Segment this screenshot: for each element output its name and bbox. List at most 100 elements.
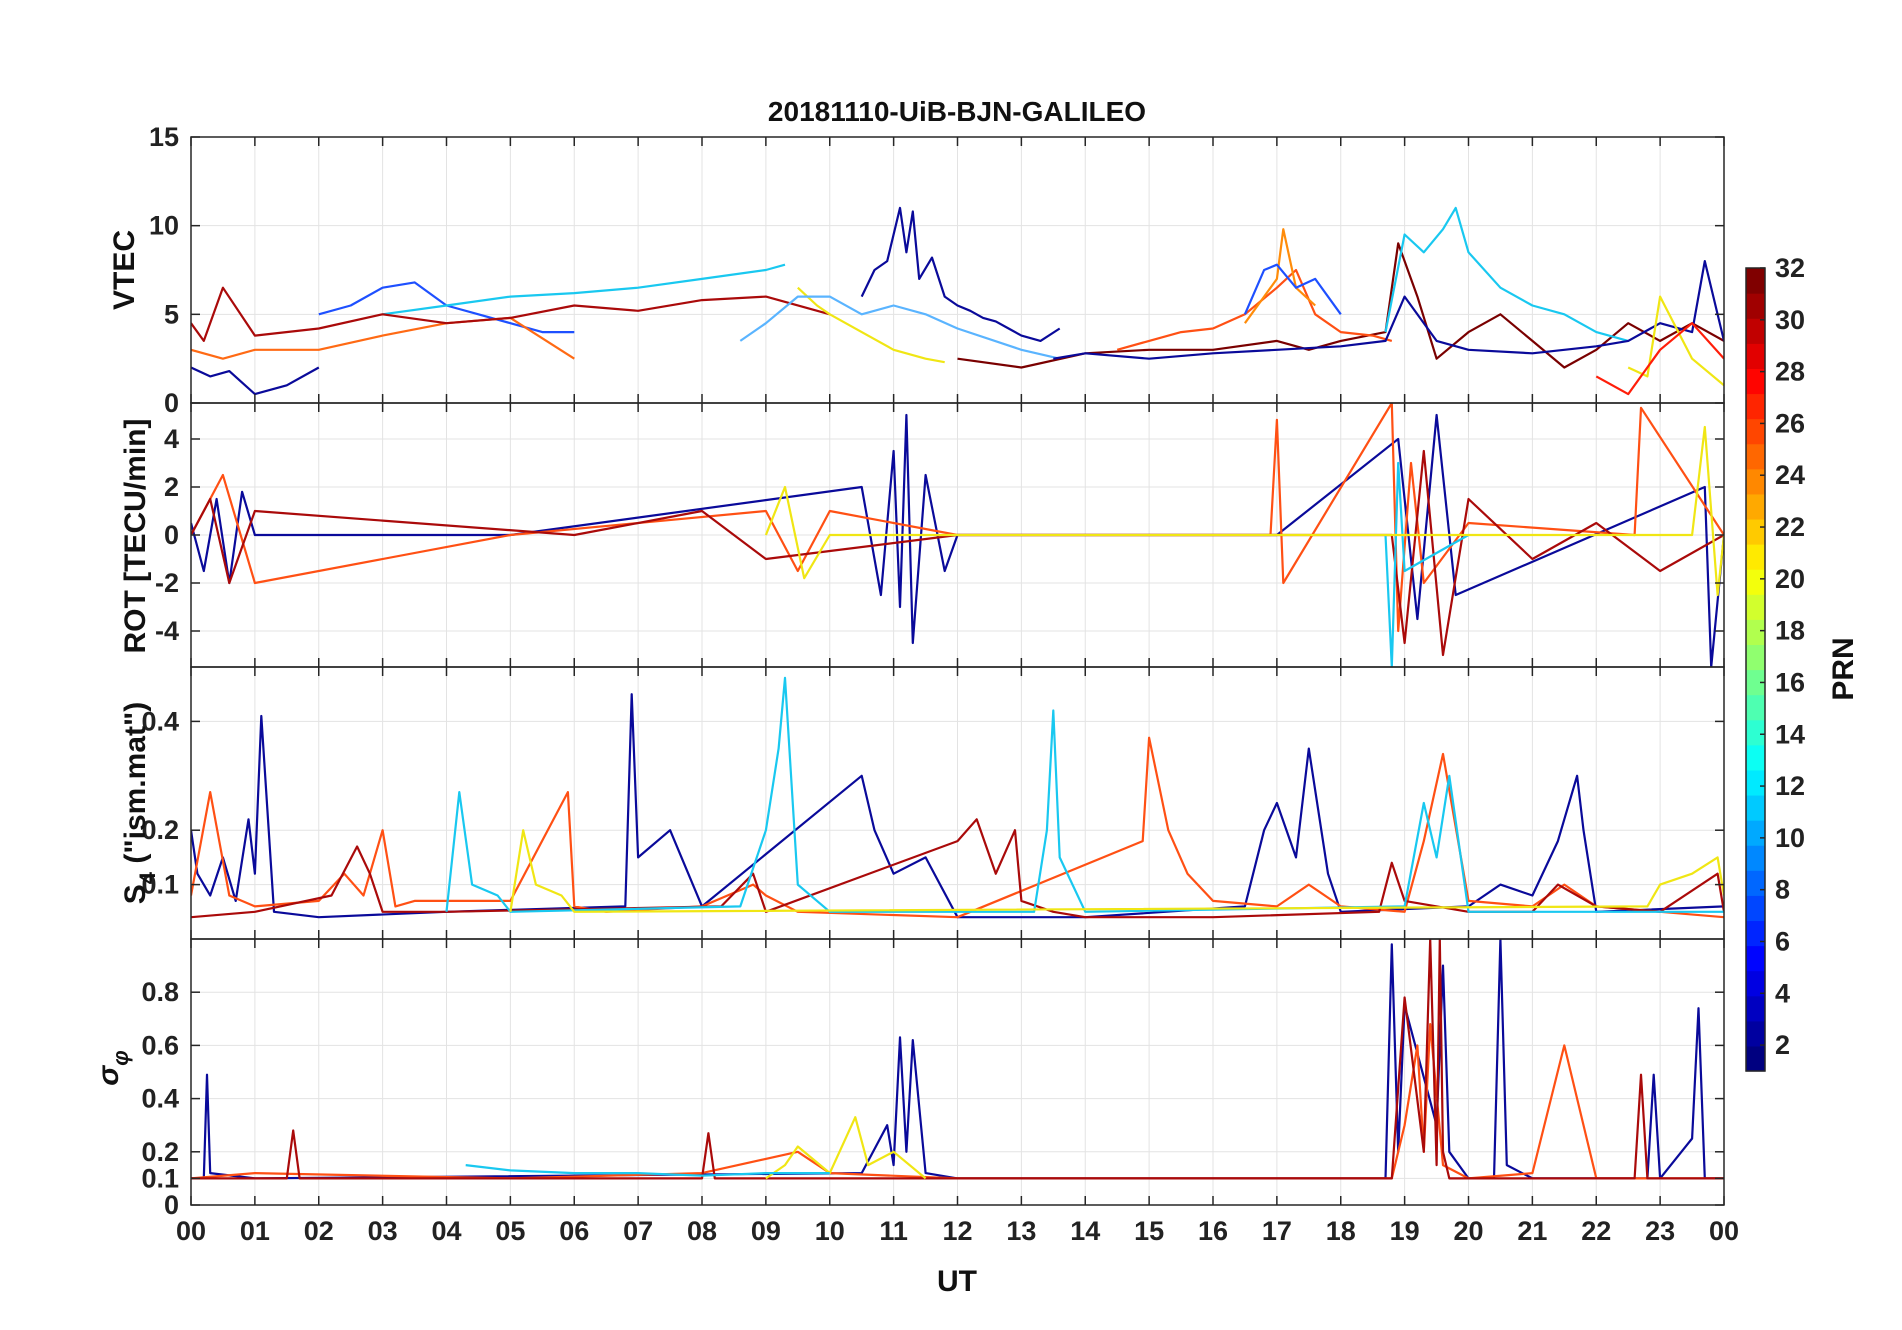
x-tick-label: 00 (1709, 1216, 1739, 1246)
colorbar-tick-label: 10 (1775, 823, 1805, 853)
y-axis-label-vtec: VTEC (108, 230, 141, 310)
series-line (1595, 322, 1724, 396)
series-line (765, 1116, 927, 1180)
x-tick-label: 13 (1006, 1216, 1036, 1246)
x-tick-label: 06 (559, 1216, 589, 1246)
y-axis-label-s4: S4 ("ism.mat") (119, 702, 160, 904)
x-tick-label: 11 (879, 1216, 908, 1246)
colorbar-tick-label: 8 (1775, 875, 1790, 905)
x-tick-label: 02 (304, 1216, 334, 1246)
colorbar-band (1746, 719, 1765, 746)
y-tick-label: 0.1 (141, 870, 179, 900)
colorbar-band (1746, 794, 1765, 821)
series-line (739, 295, 1060, 360)
series-line (191, 403, 1724, 633)
series-line (764, 425, 1724, 597)
colorbar-band (1746, 293, 1765, 319)
colorbar-band (1746, 820, 1765, 846)
colorbar-band (1746, 318, 1765, 344)
x-tick-label: 04 (431, 1216, 461, 1246)
series-line (465, 1164, 830, 1177)
colorbar-band (1746, 443, 1765, 470)
colorbar-tick-label: 22 (1775, 512, 1805, 542)
colorbar-band (1746, 1045, 1765, 1072)
colorbar-tick-label: 2 (1775, 1030, 1790, 1060)
colorbar-band (1746, 1020, 1765, 1047)
x-tick-label: 09 (751, 1216, 781, 1246)
y-tick-label: 0 (164, 520, 179, 550)
y-tick-label: 0.2 (141, 815, 179, 845)
series-line (191, 366, 320, 396)
chart-title: 20181110-UiB-BJN-GALILEO (768, 96, 1146, 127)
colorbar-band (1746, 995, 1765, 1022)
series-line (1116, 268, 1393, 351)
colorbar-band (1746, 920, 1765, 947)
series-line (1384, 206, 1629, 342)
colorbar-band (1746, 493, 1765, 520)
colorbar-tick-label: 20 (1775, 564, 1805, 594)
x-tick-label: 18 (1326, 1216, 1356, 1246)
s4-label-rest: ("ism.mat") (119, 702, 152, 872)
x-tick-label: 17 (1262, 1216, 1292, 1246)
x-tick-label: 03 (368, 1216, 398, 1246)
colorbar-band (1746, 895, 1765, 922)
y-tick-label: 0.6 (141, 1030, 179, 1060)
s4-label-base: S (119, 884, 152, 904)
series-line (860, 206, 1061, 342)
sigma-label-sub: φ (108, 1050, 133, 1065)
colorbar-tick-label: 32 (1775, 253, 1805, 283)
colorbar-band (1746, 569, 1765, 595)
colorbar-band (1746, 343, 1765, 369)
series-group-sigma-phi (191, 939, 1724, 1180)
colorbar-tick-label: 30 (1775, 305, 1805, 335)
colorbar-band (1746, 970, 1765, 997)
series-line (1384, 461, 1470, 667)
colorbar-band (1746, 393, 1765, 420)
sigma-label-base: σ (92, 1065, 125, 1086)
colorbar-tick-label: 6 (1775, 926, 1790, 956)
y-axis-label-sigma-phi: σφ (92, 1050, 133, 1085)
y-axis-label-rot: ROT [TECU/min] (119, 419, 152, 654)
series-line (191, 693, 1724, 919)
series-line (191, 413, 1724, 667)
x-tick-label: 01 (240, 1216, 270, 1246)
y-tick-label: -2 (155, 568, 179, 598)
y-tick-label: 5 (164, 299, 179, 329)
series-line (1244, 228, 1316, 324)
series-line (445, 676, 1724, 913)
x-tick-label: 22 (1581, 1216, 1611, 1246)
colorbar-tick-label: 18 (1775, 616, 1805, 646)
colorbar-band (1746, 468, 1765, 495)
series-line (957, 242, 1724, 369)
colorbar-band (1746, 518, 1765, 545)
s4-label-sub: 4 (135, 871, 160, 884)
y-tick-label: 2 (164, 472, 179, 502)
x-axis-label: UT (937, 1265, 977, 1298)
y-tick-label: 0.8 (141, 977, 179, 1007)
colorbar-band (1746, 619, 1765, 646)
colorbar-tick-label: 28 (1775, 357, 1805, 387)
series-line (191, 939, 1724, 1180)
series-group-s4 (191, 676, 1724, 919)
colorbar-band (1746, 268, 1765, 294)
x-tick-label: 07 (623, 1216, 653, 1246)
colorbar-tick-label: 4 (1775, 978, 1790, 1008)
colorbar-band (1746, 694, 1765, 721)
y-tick-label: 4 (164, 424, 179, 454)
x-tick-label: 20 (1453, 1216, 1483, 1246)
series-line (191, 939, 1724, 1180)
y-tick-label: 0.1 (141, 1163, 179, 1193)
x-tick-label: 19 (1390, 1216, 1420, 1246)
colorbar-band (1746, 744, 1765, 771)
y-tick-label: 0.4 (141, 1084, 179, 1114)
series-group-rot (191, 403, 1724, 667)
colorbar-band (1746, 870, 1765, 896)
x-tick-label: 14 (1070, 1216, 1100, 1246)
colorbar-band (1746, 945, 1765, 972)
series-line (191, 286, 831, 342)
y-tick-label: 0 (164, 388, 179, 418)
colorbar-band (1746, 669, 1765, 696)
